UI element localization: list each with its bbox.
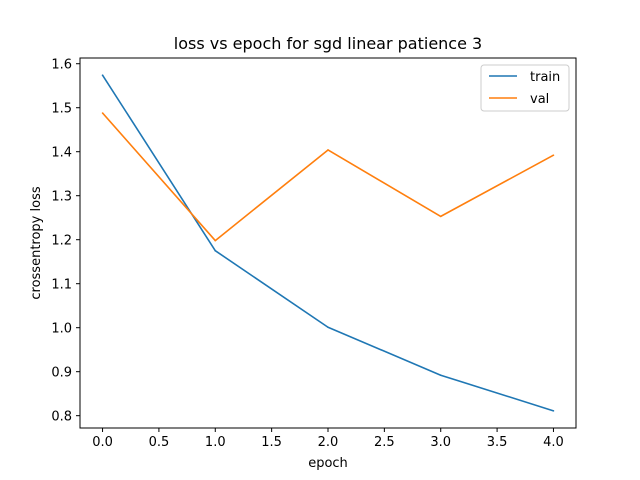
data-point-val xyxy=(552,154,555,157)
data-point-train xyxy=(439,374,442,377)
data-point-train xyxy=(552,410,555,412)
plot-area: 0.0 0.5 1.0 1.5 2.0 2.5 3.0 3.5 4.0 0.8 0.9 1.0 1.1… xyxy=(51,57,577,450)
y-tick-label: 1.6 xyxy=(51,58,72,73)
chart-title: loss vs epoch for sgd linear patience 3 xyxy=(174,34,482,53)
y-tick-label: 1.0 xyxy=(51,322,72,337)
data-point-val xyxy=(101,112,104,114)
x-tick-label: 4.0 xyxy=(543,435,564,450)
x-tick-label: 0.0 xyxy=(92,435,113,450)
axes-frame xyxy=(79,57,577,429)
x-tick-label: 3.5 xyxy=(487,435,508,450)
legend: train val xyxy=(480,64,570,112)
y-axis-label: crossentropy loss xyxy=(29,186,44,299)
x-tick-label: 1.0 xyxy=(205,435,226,450)
data-point-val xyxy=(214,239,217,242)
series-lines xyxy=(101,74,555,412)
x-tick-label: 3.0 xyxy=(430,435,451,450)
y-axis-ticks: 0.8 0.9 1.0 1.1 1.2 1.3 1.4 1.5 1.6 xyxy=(51,58,80,425)
data-point-train xyxy=(101,74,104,76)
x-tick-label: 2.0 xyxy=(318,435,339,450)
legend-label-val: val xyxy=(530,92,549,107)
y-tick-label: 1.3 xyxy=(51,190,72,205)
y-tick-label: 1.5 xyxy=(51,102,72,117)
y-tick-label: 1.1 xyxy=(51,278,72,293)
data-point-val xyxy=(327,149,329,151)
y-tick-label: 0.9 xyxy=(51,366,72,381)
data-point-train xyxy=(327,326,329,329)
x-tick-label: 2.5 xyxy=(374,435,395,450)
x-tick-label: 0.5 xyxy=(149,435,170,450)
data-point-val xyxy=(439,215,442,218)
y-tick-label: 1.4 xyxy=(51,146,72,161)
y-tick-label: 1.2 xyxy=(51,234,72,249)
x-axis-label: epoch xyxy=(308,456,348,471)
x-axis-ticks: 0.0 0.5 1.0 1.5 2.0 2.5 3.0 3.5 4.0 xyxy=(92,428,564,450)
y-tick-label: 0.8 xyxy=(51,410,72,425)
x-tick-label: 1.5 xyxy=(261,435,282,450)
legend-label-train: train xyxy=(530,70,560,85)
data-point-train xyxy=(214,249,217,252)
